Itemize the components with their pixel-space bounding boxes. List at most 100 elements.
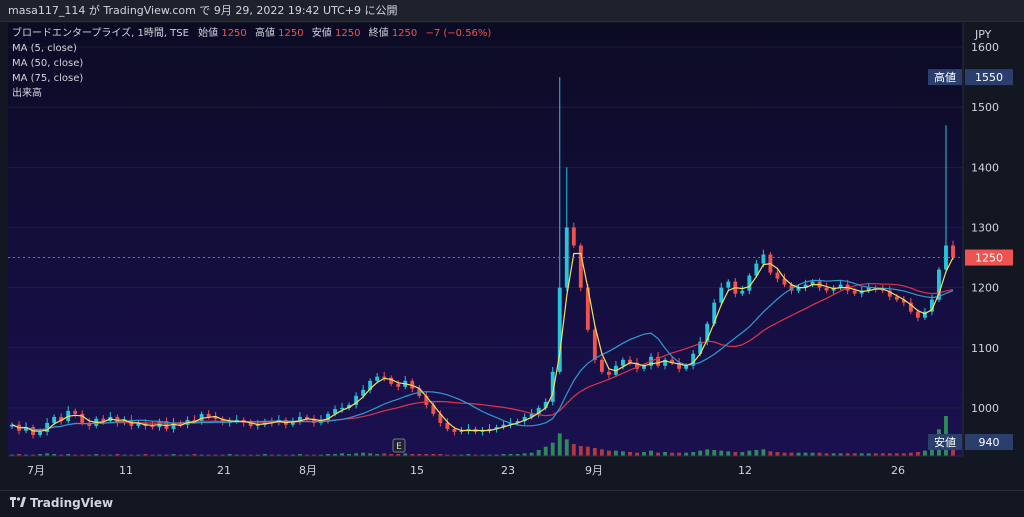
volume-bar	[508, 454, 513, 456]
candle	[375, 373, 380, 384]
candle	[501, 421, 506, 430]
volume-bar	[908, 452, 913, 456]
volume-bar	[396, 454, 401, 456]
candle-body	[431, 404, 436, 414]
candle-body	[642, 365, 646, 369]
time-axis[interactable]: 7月 11 21 8月 15 23 9月 12 26	[8, 455, 1018, 488]
volume-bar	[733, 452, 738, 456]
candle-body	[333, 409, 337, 414]
candle	[557, 77, 562, 375]
volume-bar	[417, 454, 422, 456]
candle	[754, 259, 759, 278]
legend-change: −7 (−0.56%)	[425, 28, 491, 39]
candle-body	[803, 284, 808, 288]
volume-bar	[501, 454, 506, 456]
candle	[10, 422, 14, 429]
candle-body	[220, 418, 225, 423]
candle	[389, 375, 394, 387]
candle-body	[782, 278, 787, 285]
candle-body	[684, 365, 689, 369]
candle-body	[326, 413, 330, 420]
candle	[571, 222, 576, 248]
volume-bar	[606, 450, 611, 456]
volume-bar	[452, 454, 457, 456]
candle	[59, 413, 64, 425]
volume-bar	[255, 454, 260, 456]
volume-bar	[859, 453, 864, 456]
candle	[599, 357, 604, 375]
candle-body	[234, 419, 239, 422]
volume-bar	[768, 451, 773, 456]
volume-bar	[66, 454, 71, 456]
price-tick-1500: 1500	[971, 101, 999, 114]
volume-bar	[220, 454, 225, 456]
candle	[354, 392, 359, 409]
volume-bar	[431, 454, 436, 456]
earnings-marker-box[interactable]	[392, 438, 406, 453]
legend-high-label: 高値	[255, 26, 275, 39]
candle-body	[213, 416, 218, 419]
candle-body	[522, 416, 527, 422]
volume-bar	[87, 454, 92, 456]
earnings-marker[interactable]: E	[392, 438, 406, 453]
candle-body	[599, 359, 604, 372]
volume-bar	[480, 454, 485, 456]
candle-body	[312, 418, 316, 423]
candle	[248, 419, 253, 429]
candle-body	[719, 287, 724, 303]
candle	[424, 391, 429, 409]
volume-bar	[80, 454, 85, 456]
price-chart[interactable]: ブロードエンタープライズ, 1時間, TSE 始値 1250 高値 1250 安…	[8, 23, 1018, 488]
volume-bar	[178, 454, 183, 456]
volume-bar	[305, 454, 309, 456]
volume-bar	[129, 454, 134, 456]
candle	[312, 415, 316, 427]
publish-line: masa117_114 が TradingView.com で 9月 29, 2…	[8, 4, 398, 17]
candle-body	[698, 341, 703, 354]
candle-body	[557, 287, 562, 372]
volume-bar	[290, 454, 295, 456]
candle-body	[677, 362, 682, 369]
candle	[550, 366, 555, 406]
candle-body	[248, 422, 253, 426]
candle-body	[754, 263, 759, 276]
time-tick-label: 23	[501, 464, 515, 477]
tradingview-logo-icon	[10, 497, 26, 512]
price-tick-1600: 1600	[971, 41, 999, 54]
volume-bar	[375, 454, 380, 456]
candle	[628, 356, 632, 366]
candle	[691, 350, 696, 370]
time-tick-label: 26	[891, 464, 905, 477]
candle	[73, 408, 78, 418]
volume-bar	[719, 450, 724, 456]
candle-body	[838, 284, 843, 288]
price-tick-labels: 1600 1500 1400 1300 1200 1100 1000	[971, 41, 999, 415]
volume-bar	[234, 454, 239, 456]
volume-bar	[31, 454, 35, 456]
volume-bar	[775, 452, 780, 456]
plot-area[interactable]	[8, 23, 963, 456]
volume-bar	[564, 439, 569, 456]
volume-bar	[494, 454, 499, 456]
time-axis-bg[interactable]	[8, 456, 1018, 488]
candle-body	[10, 424, 14, 427]
candle-body	[150, 425, 155, 428]
volume-bar	[157, 454, 162, 456]
chart-frame[interactable]: ブロードエンタープライズ, 1時間, TSE 始値 1250 高値 1250 安…	[8, 23, 1018, 488]
price-axis-bg[interactable]	[963, 23, 1018, 456]
volume-bar	[115, 454, 120, 456]
candle-body	[564, 227, 569, 288]
volume-bar	[529, 452, 534, 456]
candle	[340, 403, 344, 413]
currency-label: JPY	[974, 28, 992, 41]
footer-brand: TradingView	[30, 496, 114, 510]
volume-bar	[880, 453, 885, 456]
volume-bar	[361, 452, 366, 456]
candle	[824, 282, 829, 294]
legend-open-value: 1250	[221, 28, 246, 39]
candle-body	[726, 281, 731, 288]
price-axis[interactable]: JPY 1600 1500 1400 1300 1200 1100 1000 高値 1550…	[928, 23, 1018, 456]
legend-title: ブロードエンタープライズ, 1時間, TSE	[12, 26, 189, 39]
volume-bar	[17, 454, 21, 456]
volume-bar	[599, 449, 604, 456]
